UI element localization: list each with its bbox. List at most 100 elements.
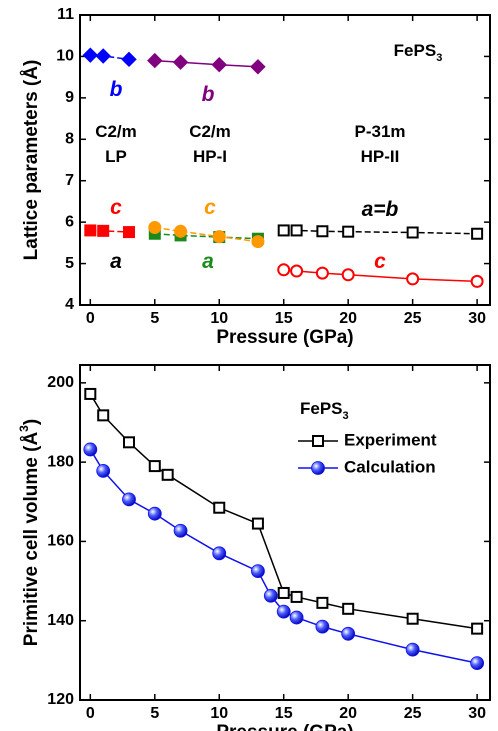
point [84, 387, 97, 400]
x-tick-label: 25 [404, 310, 422, 327]
point [341, 268, 355, 282]
point [316, 225, 329, 238]
annotation: b [202, 83, 215, 106]
series-line [154, 226, 259, 243]
point [341, 626, 356, 641]
point [315, 619, 330, 634]
x-tick-label: 25 [404, 705, 422, 722]
y-tick-label: 9 [65, 89, 74, 106]
point [251, 235, 265, 249]
point [406, 272, 420, 286]
series-line [154, 59, 258, 68]
point [148, 460, 161, 473]
point [212, 546, 227, 561]
x-tick-label: 20 [339, 310, 357, 327]
legend-title-sub: 3 [343, 410, 349, 422]
annotation-text: c [110, 196, 122, 219]
annotation: HP-I [193, 147, 227, 166]
y-tick-label: 200 [47, 374, 74, 391]
point [96, 463, 111, 478]
point [276, 604, 291, 619]
legend-title: FePS3 [300, 399, 349, 421]
annotation-text: b [110, 78, 123, 101]
point [406, 226, 419, 239]
annotation: a=b [362, 198, 399, 221]
annotation: b [110, 78, 123, 101]
x-tick-label: 30 [468, 705, 486, 722]
annotation-text: C2/m [95, 122, 137, 141]
y-tick-label: 140 [47, 612, 74, 629]
point [173, 523, 188, 538]
point [147, 506, 162, 521]
point [471, 227, 484, 240]
point [290, 590, 303, 603]
point [213, 501, 226, 514]
x-tick-label: 15 [275, 705, 293, 722]
point [290, 264, 304, 278]
annotation: C2/m [189, 122, 231, 141]
y-tick-label: 4 [65, 296, 74, 313]
annotation-text: a [202, 250, 214, 273]
point [148, 221, 162, 235]
series-line [154, 232, 258, 240]
annotation-text: LP [105, 147, 127, 166]
annotation: a [202, 250, 214, 273]
series-line [283, 229, 478, 235]
annotation: a [110, 250, 122, 273]
point [315, 266, 329, 280]
point [147, 52, 163, 69]
point [251, 517, 264, 530]
annotation-text: HP-II [361, 147, 400, 166]
y-tick-label: 120 [47, 691, 74, 708]
y-tick-label: 11 [57, 6, 74, 23]
annotation-text: a=b [362, 198, 399, 221]
point [470, 656, 485, 671]
x-tick-label: 20 [339, 705, 357, 722]
x-tick-label: 10 [210, 310, 228, 327]
point [172, 54, 189, 70]
y-axis-label-sup: 3 [17, 425, 31, 432]
y-axis-label-text: Lattice parameters (Å) [21, 60, 42, 261]
series-line [89, 449, 478, 664]
x-axis-label: Pressure (GPa) [216, 327, 353, 348]
annotation-text: a [110, 250, 122, 273]
point [122, 492, 136, 507]
y-tick-label: 180 [47, 453, 74, 470]
point [121, 51, 137, 68]
y-axis-label-end: ) [21, 419, 42, 425]
annotation-text: HP-I [193, 147, 227, 166]
legend-title-text: FePS [300, 399, 343, 418]
x-tick-label: 10 [210, 705, 228, 722]
x-tick-label: 0 [86, 310, 95, 327]
annotation-text: c [204, 196, 216, 219]
y-tick-label: 7 [65, 172, 74, 189]
annotation: HP-II [361, 147, 400, 166]
y-tick-label: 6 [65, 213, 74, 230]
annotation-text: P-31m [354, 122, 405, 141]
x-tick-label: 5 [150, 310, 159, 327]
point [97, 409, 110, 422]
annotation: c [374, 250, 386, 273]
annotation-text: c [374, 250, 386, 273]
point [84, 224, 97, 237]
annotation: LP [105, 147, 127, 166]
point [277, 224, 290, 237]
point [161, 468, 174, 481]
y-axis-label: Primitive cell volume (Å3) [17, 419, 42, 646]
plot-frame [79, 364, 491, 701]
point [211, 57, 227, 73]
x-tick-label: 5 [150, 705, 159, 722]
plot-frame [79, 14, 491, 306]
point [95, 48, 111, 64]
annotation: c [110, 196, 122, 219]
point [212, 230, 226, 244]
point [405, 642, 420, 657]
x-tick-label: 30 [468, 310, 486, 327]
point [250, 59, 266, 75]
x-axis-label: Pressure (GPa) [216, 722, 353, 731]
x-tick-label: 0 [86, 705, 95, 722]
point [277, 263, 291, 277]
legend-label: Experiment [344, 430, 437, 449]
annotation: FePS3 [394, 41, 443, 63]
